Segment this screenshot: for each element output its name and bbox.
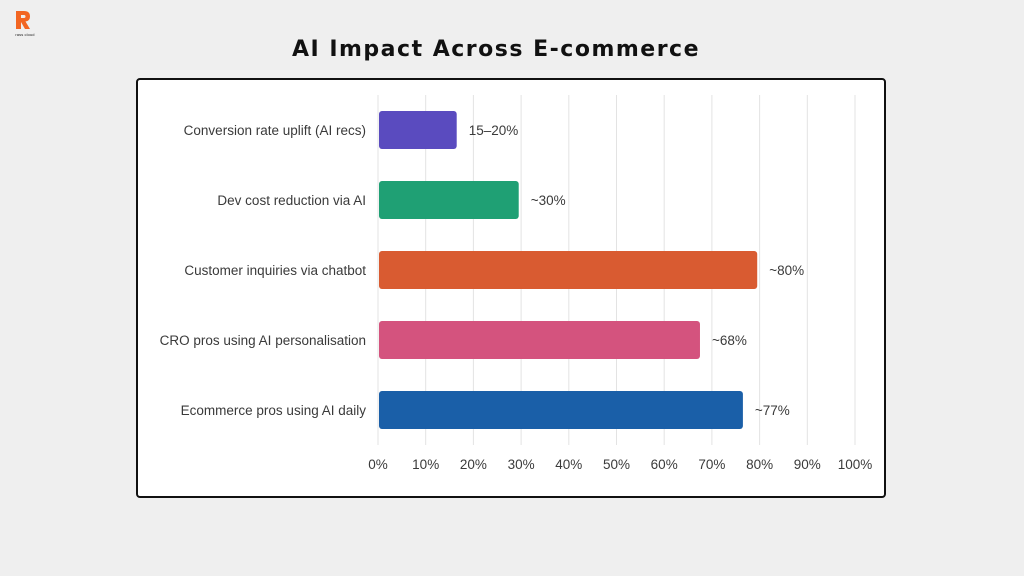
data-label: ~68% — [712, 333, 747, 348]
data-label: ~80% — [769, 263, 804, 278]
category-label: Ecommerce pros using AI daily — [181, 403, 367, 418]
bar-chart: 0% 10% 20% 30% 40% 50% 60% 70% 80% 90% 100% Convers… — [160, 95, 873, 472]
chart-card: 0% 10% 20% 30% 40% 50% 60% 70% 80% 90% 100% Convers… — [136, 78, 886, 498]
bar — [379, 391, 743, 429]
bar — [379, 111, 457, 149]
page-title: AI Impact Across E-commerce — [291, 37, 701, 62]
x-tick-label: 50% — [603, 457, 630, 472]
logo-mark-icon — [16, 11, 30, 29]
bar — [379, 251, 758, 289]
x-tick-label: 20% — [460, 457, 487, 472]
category-label: Dev cost reduction via AI — [217, 193, 366, 208]
bar — [379, 181, 519, 219]
x-tick-label: 70% — [698, 457, 725, 472]
x-tick-label: 0% — [368, 457, 388, 472]
x-tick-label: 60% — [651, 457, 678, 472]
bar — [379, 321, 700, 359]
brand-logo: rass cloud — [10, 10, 38, 42]
category-label: Customer inquiries via chatbot — [184, 263, 366, 278]
x-tick-label: 30% — [508, 457, 535, 472]
data-label: 15–20% — [469, 123, 519, 138]
x-tick-label: 100% — [838, 457, 873, 472]
x-tick-label: 80% — [746, 457, 773, 472]
category-label: CRO pros using AI personalisation — [160, 333, 366, 348]
x-tick-label: 90% — [794, 457, 821, 472]
logo-text: rass cloud — [15, 32, 35, 37]
x-tick-label: 10% — [412, 457, 439, 472]
data-label: ~30% — [531, 193, 566, 208]
x-tick-label: 40% — [555, 457, 582, 472]
data-label: ~77% — [755, 403, 790, 418]
category-label: Conversion rate uplift (AI recs) — [184, 123, 366, 138]
